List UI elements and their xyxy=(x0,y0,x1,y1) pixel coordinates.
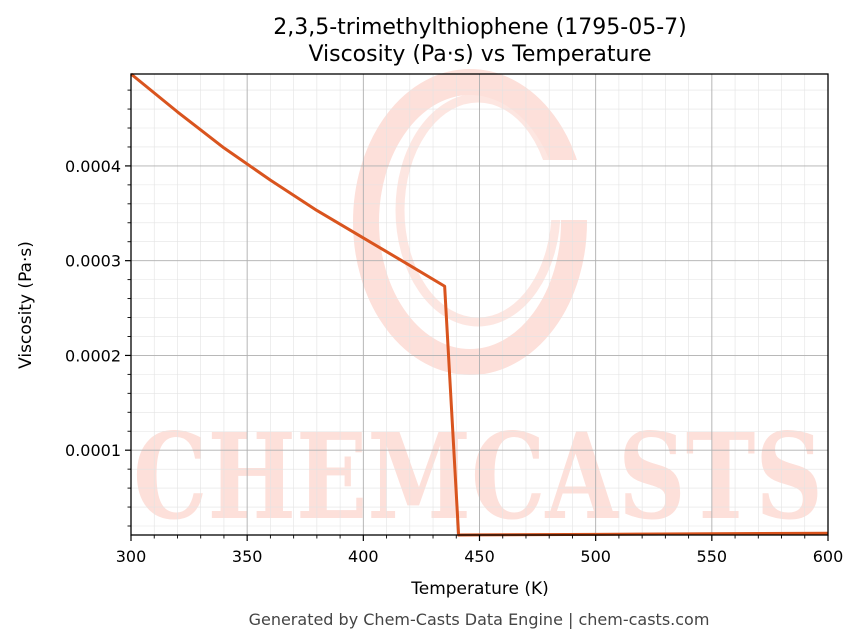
watermark-ring-logo xyxy=(353,69,610,375)
x-tick-label: 350 xyxy=(232,547,263,566)
x-tick-label: 300 xyxy=(116,547,147,566)
y-axis-ticks: 0.0001 0.0002 0.0003 0.0004 xyxy=(65,89,131,527)
footer-credit: Generated by Chem-Casts Data Engine | ch… xyxy=(249,610,710,629)
y-tick-label: 0.0004 xyxy=(65,157,121,176)
x-tick-label: 550 xyxy=(697,547,728,566)
x-axis-label: Temperature (K) xyxy=(410,579,549,599)
y-tick-label: 0.0002 xyxy=(65,346,121,365)
plot-area xyxy=(130,72,829,537)
series-line-0 xyxy=(130,72,829,537)
chart-subtitle: Viscosity (Pa·s) vs Temperature xyxy=(308,42,651,67)
x-axis-ticks: 300 350 400 450 500 550 600 xyxy=(116,535,844,566)
x-tick-label: 400 xyxy=(348,547,379,566)
y-tick-label: 0.0001 xyxy=(65,441,121,460)
watermark: CHEMCASTS xyxy=(133,69,823,546)
y-tick-label: 0.0003 xyxy=(65,252,121,271)
chart-title: 2,3,5-trimethylthiophene (1795-05-7) xyxy=(273,15,686,40)
x-tick-label: 500 xyxy=(580,547,611,566)
x-tick-label: 600 xyxy=(813,547,844,566)
x-tick-label: 450 xyxy=(464,547,495,566)
watermark-ring-gap xyxy=(520,160,610,220)
y-axis-label: Viscosity (Pa·s) xyxy=(16,241,36,369)
watermark-text: CHEMCASTS xyxy=(133,407,823,546)
watermark-ring xyxy=(353,69,587,375)
